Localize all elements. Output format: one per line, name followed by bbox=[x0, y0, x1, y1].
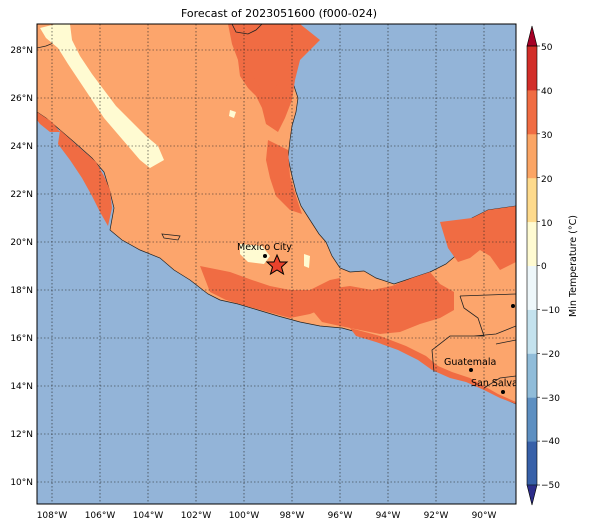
colorbar-tick: 50 bbox=[541, 43, 553, 53]
graticule bbox=[37, 24, 516, 504]
map-title: Forecast of 2023051600 (f000-024) bbox=[181, 7, 377, 20]
lat-tick: 20°N bbox=[10, 238, 33, 248]
lon-tick: 94°W bbox=[376, 511, 401, 521]
colorbar bbox=[526, 25, 540, 506]
colorbar-segment bbox=[527, 397, 537, 442]
lon-tick: 106°W bbox=[85, 511, 116, 521]
colorbar-segment bbox=[527, 221, 537, 266]
lon-tick: 90°W bbox=[472, 511, 497, 521]
colorbar-tick: −40 bbox=[541, 437, 560, 447]
lon-tick: 98°W bbox=[280, 511, 305, 521]
lat-tick: 14°N bbox=[10, 382, 33, 392]
colorbar-label: Min Temperature (°C) bbox=[568, 215, 579, 317]
colorbar-tick: −50 bbox=[541, 481, 560, 491]
lat-tick: 12°N bbox=[10, 430, 33, 440]
map-frame bbox=[36, 23, 517, 505]
lat-tick: 28°N bbox=[10, 46, 33, 56]
colorbar-tick: 20 bbox=[541, 175, 553, 185]
star-marker[interactable] bbox=[265, 253, 289, 276]
colorbar-arrow-max bbox=[526, 25, 538, 47]
lat-tick: 22°N bbox=[10, 190, 33, 200]
lon-tick-labels: 108°W 106°W 104°W 102°W 100°W 98°W 96°W … bbox=[37, 511, 497, 521]
lon-tick: 102°W bbox=[181, 511, 212, 521]
colorbar-segment bbox=[527, 353, 537, 398]
lat-tick: 16°N bbox=[10, 334, 33, 344]
colorbar-tick: −20 bbox=[541, 350, 560, 360]
colorbar-segment bbox=[527, 309, 537, 354]
colorbar-arrow-min bbox=[526, 484, 538, 506]
city-guatemala[interactable]: Guatemala bbox=[444, 357, 496, 372]
lat-tick: 10°N bbox=[10, 478, 33, 488]
colorbar-segment bbox=[527, 89, 537, 135]
lat-tick-labels: 28°N 26°N 24°N 22°N 20°N 18°N 16°N 14°N … bbox=[10, 46, 33, 488]
city-unlabeled[interactable] bbox=[511, 304, 515, 308]
colorbar-segment bbox=[527, 133, 537, 179]
colorbar-segment bbox=[527, 265, 537, 310]
lon-tick: 96°W bbox=[328, 511, 353, 521]
colorbar-tick: 0 bbox=[541, 262, 547, 272]
city-label: Mexico City bbox=[237, 242, 292, 253]
lon-tick: 104°W bbox=[133, 511, 164, 521]
lon-tick: 100°W bbox=[229, 511, 260, 521]
lat-tick: 26°N bbox=[10, 94, 33, 104]
city-label: San Salvador bbox=[471, 378, 534, 389]
colorbar-tick-labels: 50 40 30 20 10 0 −10 −20 −30 −40 −50 bbox=[541, 43, 560, 491]
map-panel: Mexico City Guatemala San Salvador bbox=[37, 24, 534, 504]
colorbar-segment bbox=[527, 177, 537, 223]
warm-regions bbox=[37, 24, 516, 404]
colorbar-tick: −30 bbox=[541, 394, 560, 404]
colorbar-tick: 40 bbox=[541, 87, 553, 97]
lon-tick: 92°W bbox=[424, 511, 449, 521]
colorbar-segment bbox=[527, 46, 537, 91]
city-mexico-city[interactable]: Mexico City bbox=[237, 242, 292, 258]
colorbar-tick: 30 bbox=[541, 131, 553, 141]
borders bbox=[161, 24, 516, 389]
cool-regions bbox=[40, 24, 310, 268]
city-label: Guatemala bbox=[444, 357, 496, 368]
lat-tick: 18°N bbox=[10, 286, 33, 296]
lat-tick: 24°N bbox=[10, 142, 33, 152]
colorbar-segment bbox=[527, 441, 537, 486]
colorbar-tick: 10 bbox=[541, 219, 553, 229]
city-san-salvador[interactable]: San Salvador bbox=[471, 378, 534, 394]
lon-tick: 108°W bbox=[37, 511, 68, 521]
colorbar-tick: −10 bbox=[541, 306, 560, 316]
